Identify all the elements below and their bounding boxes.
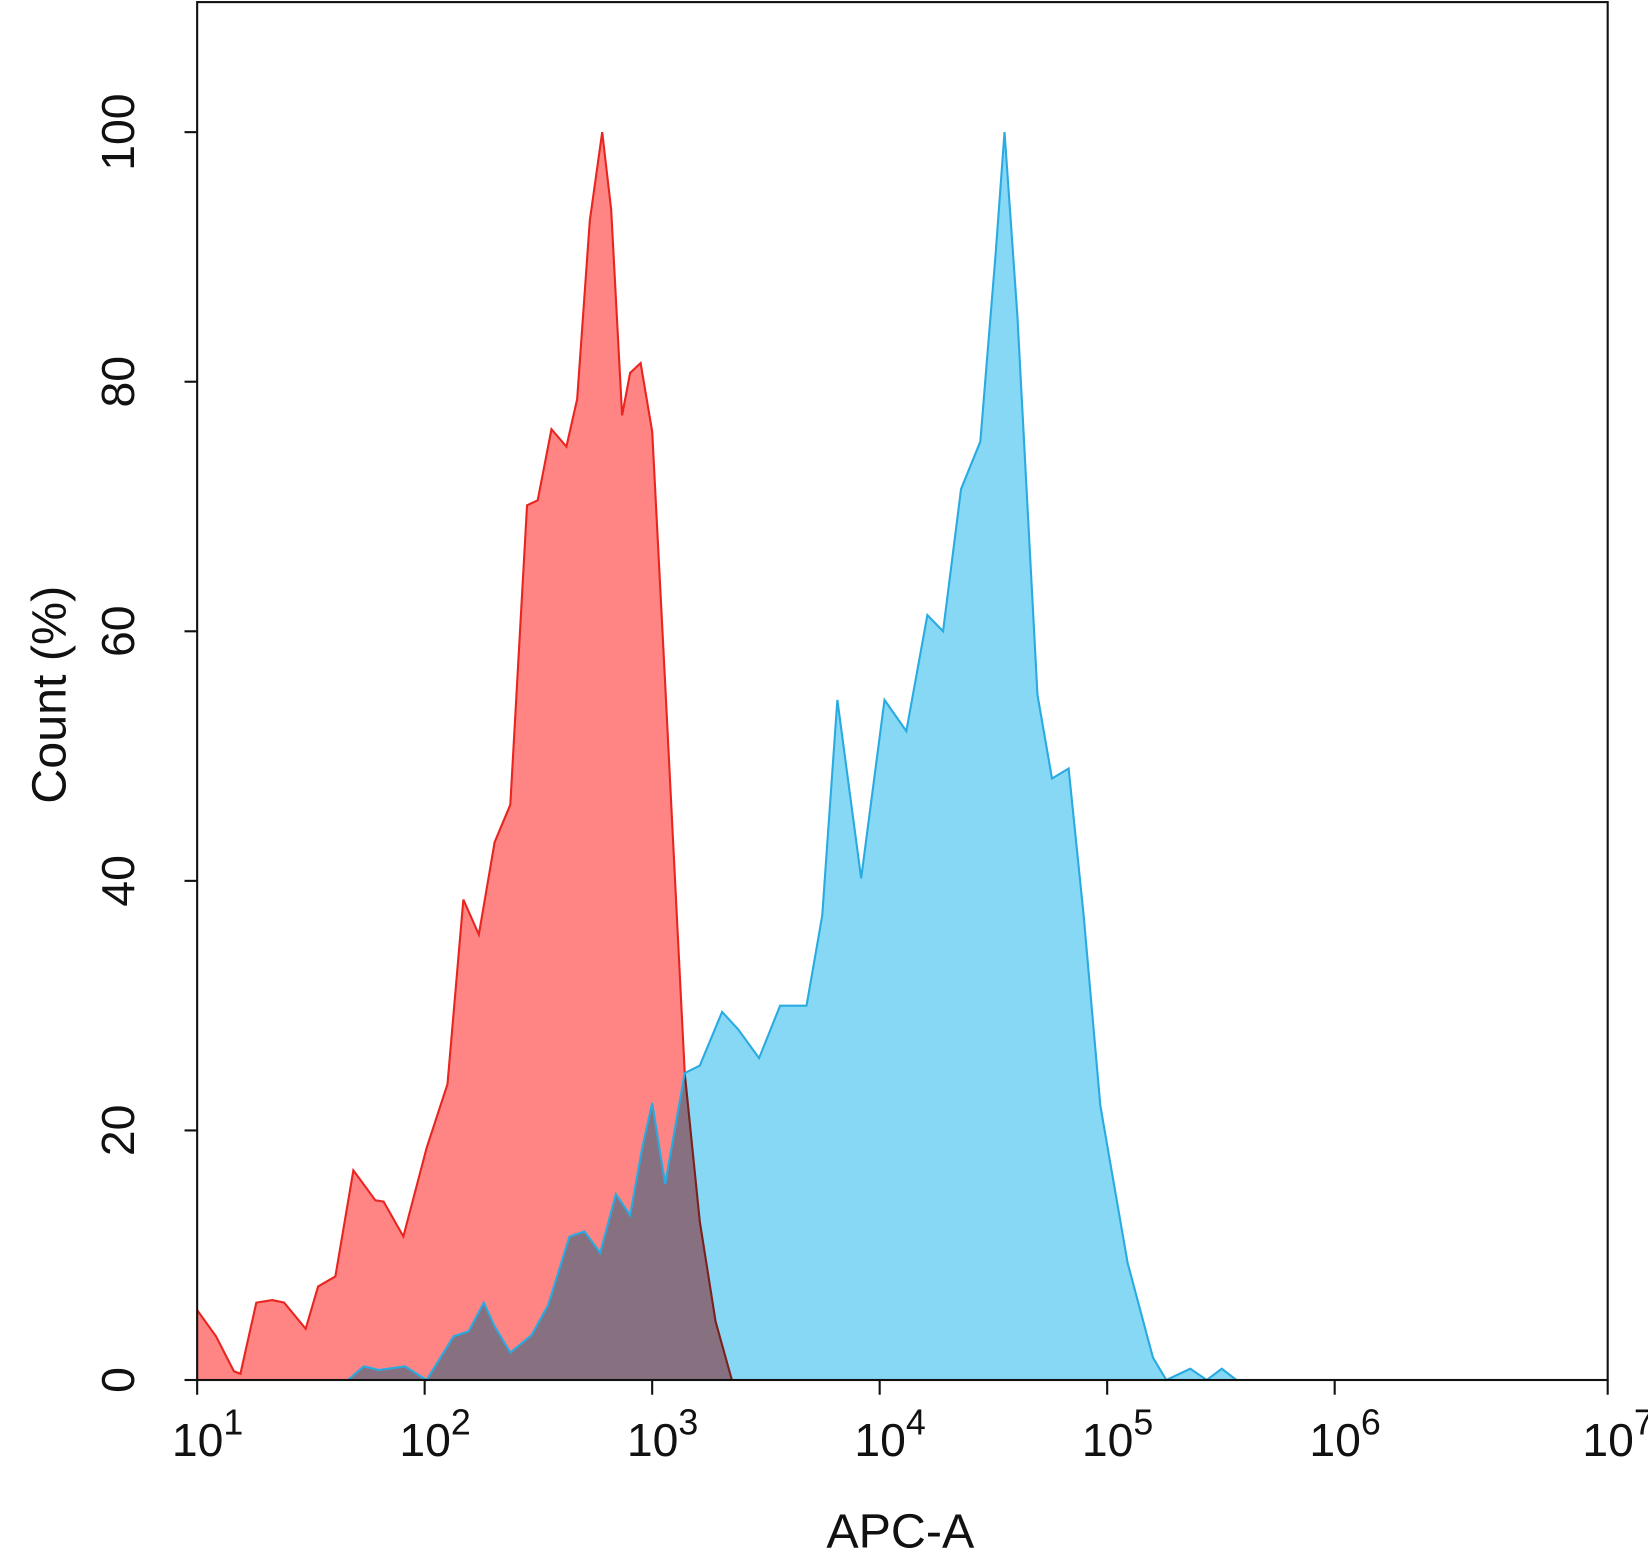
plot-frame — [196, 1, 1609, 1382]
line — [196, 131, 733, 1381]
x-tick-exponent: 6 — [1361, 1403, 1381, 1443]
x-tick-label: 106 — [1309, 1403, 1380, 1466]
x-tick-label: 105 — [1082, 1403, 1153, 1466]
x-tick-exponent: 2 — [451, 1403, 471, 1443]
x-tick-base: 10 — [1582, 1414, 1634, 1466]
x-tick-exponent: 3 — [678, 1403, 698, 1443]
y-tick-label: 80 — [92, 356, 144, 408]
x-tick-base: 10 — [854, 1414, 906, 1466]
y-tick-label: 20 — [92, 1105, 144, 1157]
x-tick-exponent: 7.2 — [1634, 1403, 1648, 1443]
y-tick-label: 60 — [92, 606, 144, 658]
x-tick-base: 10 — [627, 1414, 679, 1466]
x-tick-exponent: 5 — [1133, 1403, 1153, 1443]
y-tick-label: 100 — [92, 94, 144, 171]
x-tick-label: 103 — [627, 1403, 698, 1466]
x-axis-label: APC-A — [826, 1504, 975, 1558]
x-tick-exponent: 4 — [906, 1403, 926, 1443]
area — [347, 132, 1237, 1381]
x-tick-base: 10 — [399, 1414, 450, 1466]
x-tick-base: 10 — [1082, 1414, 1134, 1466]
y-axis-label: Count (%) — [23, 586, 77, 804]
area — [197, 132, 732, 1381]
x-tick-base: 10 — [1309, 1414, 1361, 1466]
x-tick-exponent: 1 — [223, 1403, 243, 1443]
y-tick-label: 40 — [92, 855, 144, 907]
x-tick-base: 10 — [172, 1414, 224, 1466]
y-tick-label: 0 — [92, 1367, 144, 1393]
x-tick-label: 101 — [172, 1403, 243, 1466]
x-tick-label: 104 — [854, 1403, 925, 1466]
line — [347, 132, 1238, 1382]
x-tick-label: 107.2 — [1582, 1403, 1648, 1466]
x-tick-label: 102 — [399, 1403, 470, 1466]
